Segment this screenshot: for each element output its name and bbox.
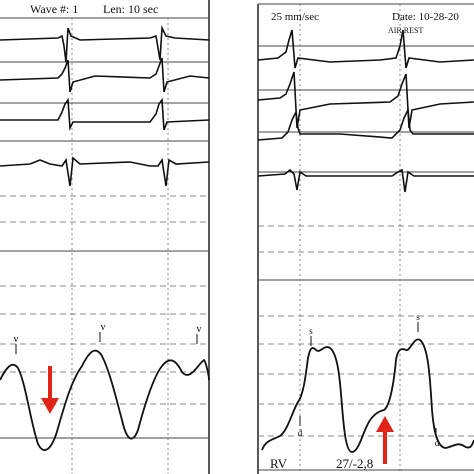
left-ecg-lead-3	[0, 97, 210, 131]
left-v-marker-3: v	[197, 324, 202, 335]
left-v-marker-1: v	[14, 334, 19, 345]
left-red-arrow-down	[41, 366, 59, 414]
right-s-marker-2: s	[416, 312, 420, 322]
len-label: Len: 10 sec	[103, 2, 158, 16]
right-time-lines	[299, 4, 401, 474]
right-ecg-lead-3	[257, 107, 474, 141]
right-ecg-lead-2	[257, 71, 474, 129]
chamber-label: RV	[270, 456, 288, 471]
right-grid-solid	[258, 3, 474, 471]
left-ecg-traces	[0, 24, 210, 187]
speed-label: 25 mm/sec	[271, 11, 319, 23]
right-ecg-lead-4	[257, 168, 474, 193]
left-grid-solid	[0, 17, 209, 439]
left-grid-dashed	[0, 195, 209, 405]
left-ecg-lead-4	[0, 156, 210, 187]
right-d-marker-1: d	[298, 428, 303, 438]
left-panel: v v v Wave #: 1 Len: 10 sec	[0, 0, 210, 474]
right-red-arrow-up	[376, 416, 394, 464]
left-time-lines	[71, 18, 169, 474]
right-d-marker-2: d	[435, 438, 440, 448]
left-v-markers: v v v	[14, 322, 202, 354]
right-s-markers: s s	[309, 312, 420, 346]
right-ecg-traces	[257, 29, 474, 193]
pressure-label: 27/-2,8	[336, 456, 373, 471]
left-pressure-waveform	[0, 349, 210, 451]
right-s-marker-1: s	[309, 326, 313, 336]
left-ecg-lead-2	[0, 57, 210, 93]
right-pressure-waveform	[261, 338, 474, 453]
left-ecg-lead-1	[0, 24, 210, 63]
right-ecg-lead-1	[257, 29, 474, 69]
right-d-markers: d d	[298, 416, 440, 448]
right-grid-dashed	[258, 225, 474, 437]
condition-label: AIR REST	[388, 26, 423, 35]
left-v-marker-2: v	[101, 322, 106, 333]
date-label: Date: 10-28-20	[392, 11, 459, 23]
right-panel: s s d d 25 mm/sec Date: 10-28-20 AIR RES…	[257, 3, 474, 474]
wave-label: Wave #: 1	[30, 2, 78, 16]
